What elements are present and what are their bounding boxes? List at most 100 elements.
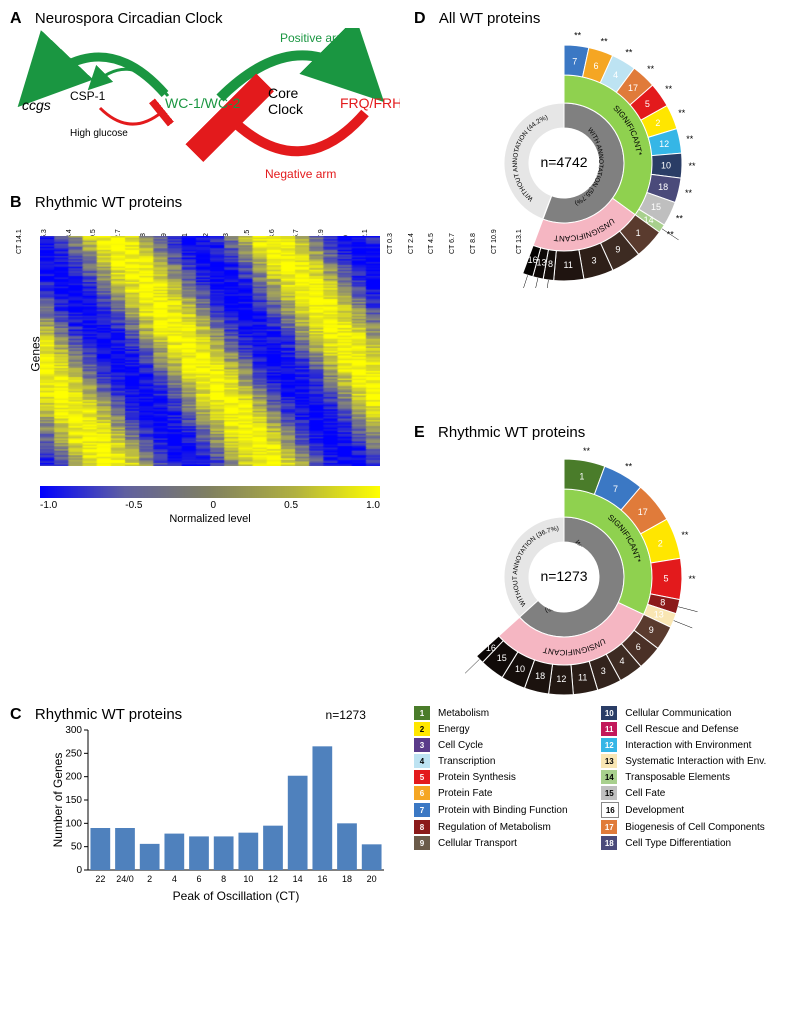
svg-text:8: 8 (660, 598, 665, 608)
csp1-text: CSP-1 (70, 89, 106, 103)
highglucose-text: High glucose (70, 128, 128, 139)
svg-text:8: 8 (548, 259, 553, 269)
colorbar: -1.0-0.500.51.0 Normalized level (40, 486, 380, 525)
svg-text:7: 7 (613, 484, 618, 494)
category-legend: 1Metabolism10Cellular Communication2Ener… (414, 706, 794, 904)
ct-label: CT 14.1 (16, 229, 40, 254)
svg-text:20: 20 (367, 874, 377, 884)
panel-d-label: D (414, 10, 426, 27)
legend-swatch: 14 (601, 770, 617, 784)
legend-label: Cellular Communication (625, 708, 794, 719)
legend-swatch: 6 (414, 786, 430, 800)
svg-text:4: 4 (620, 656, 625, 666)
bar-chart: 0501001502002503002224/02468101214161820… (50, 724, 390, 904)
clock-diagram: ccgs CSP-1 High glucose WC-1/WC-2 FRQ/FR… (10, 28, 400, 188)
panel-b-title: Rhythmic WT proteins (35, 194, 182, 211)
svg-text:200: 200 (65, 772, 82, 783)
legend-swatch: 1 (414, 706, 430, 720)
svg-text:14: 14 (293, 874, 303, 884)
legend-swatch: 5 (414, 770, 430, 784)
svg-text:11: 11 (578, 672, 587, 682)
colorbar-tick: 1.0 (366, 500, 380, 511)
svg-text:5: 5 (645, 99, 650, 109)
panel-e-label: E (414, 424, 425, 441)
heatmap: Genes CT 14.1CT 16.3CT 18.4CT 20.5CT 22.… (40, 212, 400, 482)
svg-text:16: 16 (486, 643, 496, 653)
legend-swatch: 4 (414, 754, 430, 768)
legend-label: Development (625, 805, 794, 816)
legend-label: Interaction with Environment (625, 740, 794, 751)
svg-text:**: ** (601, 36, 609, 46)
legend-label: Cell Cycle (438, 740, 595, 751)
svg-text:n=1273: n=1273 (540, 568, 587, 584)
svg-text:**: ** (688, 161, 696, 171)
legend-label: Cell Type Differentiation (625, 838, 794, 849)
svg-text:2: 2 (147, 874, 152, 884)
panel-c-title: Rhythmic WT proteins (35, 706, 182, 723)
svg-text:18: 18 (658, 182, 668, 192)
core-text1: Core (268, 85, 299, 101)
svg-text:15: 15 (497, 653, 507, 663)
svg-text:**: ** (685, 188, 693, 198)
svg-text:**: ** (676, 213, 684, 223)
panel-a-title: Neurospora Circadian Clock (35, 10, 223, 27)
core-text2: Clock (268, 101, 304, 117)
sunburst-e-svg: WITHOUT ANNOTATION (36.7%)WITH ANNOTATIO… (414, 442, 774, 702)
legend-label: Cell Fate (625, 788, 794, 799)
svg-text:12: 12 (268, 874, 278, 884)
svg-text:16: 16 (528, 255, 538, 265)
panel-e: E Rhythmic WT proteins WITHOUT ANNOTATIO… (414, 424, 794, 702)
panel-c: C Rhythmic WT proteins n=1273 0501001502… (10, 706, 410, 904)
svg-text:**: ** (625, 48, 633, 58)
svg-text:18: 18 (342, 874, 352, 884)
sunburst-e: WITHOUT ANNOTATION (36.7%)WITH ANNOTATIO… (414, 442, 774, 702)
legend-label: Transposable Elements (625, 772, 794, 783)
svg-text:100: 100 (65, 818, 82, 829)
svg-text:13: 13 (654, 610, 664, 620)
svg-text:9: 9 (649, 625, 654, 635)
svg-text:22: 22 (95, 874, 105, 884)
svg-text:6: 6 (636, 642, 641, 652)
legend-label: Protein Synthesis (438, 772, 595, 783)
svg-text:3: 3 (601, 666, 606, 676)
svg-text:10: 10 (515, 664, 525, 674)
legend-label: Regulation of Metabolism (438, 822, 595, 833)
panel-c-label: C (10, 706, 22, 723)
svg-text:17: 17 (638, 507, 648, 517)
legend-swatch: 18 (601, 836, 617, 850)
svg-text:**: ** (583, 446, 591, 456)
colorbar-strip (40, 486, 380, 498)
svg-text:n=4742: n=4742 (540, 154, 587, 170)
svg-text:4: 4 (172, 874, 177, 884)
legend-swatch: 11 (601, 722, 617, 736)
heatmap-ct-labels: CT 14.1CT 16.3CT 18.4CT 20.5CT 22.7CT 0.… (40, 212, 380, 236)
legend-label: Energy (438, 724, 595, 735)
svg-text:16: 16 (317, 874, 327, 884)
panel-c-n: n=1273 (326, 708, 366, 722)
panel-b-label: B (10, 194, 22, 211)
svg-text:**: ** (665, 84, 673, 94)
svg-text:**: ** (647, 64, 655, 74)
legend-label: Cellular Transport (438, 838, 595, 849)
legend-label: Biogenesis of Cell Components (625, 822, 794, 833)
legend-label: Cell Rescue and Defense (625, 724, 794, 735)
colorbar-ticks: -1.0-0.500.51.0 (40, 500, 380, 511)
svg-text:5: 5 (663, 574, 668, 584)
posarm-text: Positive arm (280, 31, 346, 45)
legend-swatch: 9 (414, 836, 430, 850)
frq-text: FRQ/FRH (340, 95, 400, 111)
colorbar-tick: -1.0 (40, 500, 57, 511)
legend-label: Systematic Interaction with Env. (625, 756, 794, 767)
svg-text:12: 12 (556, 674, 566, 684)
sunburst-d-svg: WITHOUT ANNOTATION (44.2%)WITH ANNOTATIO… (414, 28, 774, 288)
colorbar-tick: 0 (211, 500, 217, 511)
svg-text:300: 300 (65, 725, 82, 736)
legend-swatch: 7 (414, 803, 430, 817)
wc-text: WC-1/WC-2 (165, 95, 241, 111)
svg-text:17: 17 (628, 83, 638, 93)
svg-text:11: 11 (564, 260, 573, 270)
ccgs-text: ccgs (22, 97, 51, 113)
panel-e-title: Rhythmic WT proteins (438, 424, 585, 441)
legend-swatch: 3 (414, 738, 430, 752)
svg-text:250: 250 (65, 748, 82, 759)
